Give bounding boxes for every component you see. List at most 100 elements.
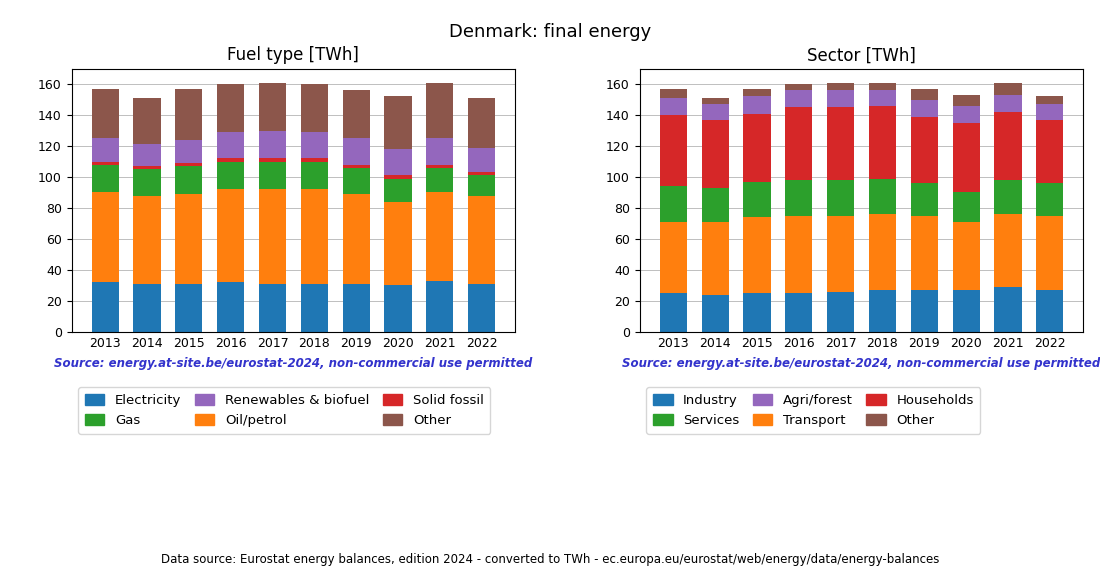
Bar [468,148,495,172]
Bar [384,97,411,149]
Bar [300,161,328,189]
Bar [869,82,896,90]
Bar [258,189,286,284]
Bar [384,176,411,178]
Bar [744,89,771,97]
Bar [468,284,495,332]
Bar [133,196,161,284]
Bar [300,132,328,158]
Bar [133,169,161,196]
Bar [785,180,813,216]
Bar [785,216,813,293]
Bar [426,138,453,165]
Bar [175,194,202,284]
Bar [342,165,370,168]
Bar [133,284,161,332]
Bar [702,104,729,120]
Bar [258,161,286,189]
Bar [175,163,202,166]
Bar [342,284,370,332]
Bar [744,293,771,332]
Bar [1036,104,1064,120]
Bar [426,165,453,168]
Bar [258,82,286,130]
Bar [702,188,729,222]
Bar [468,98,495,148]
Bar [953,222,980,290]
Bar [785,293,813,332]
Bar [953,106,980,123]
Bar [258,130,286,158]
Bar [953,192,980,222]
Text: Denmark: final energy: Denmark: final energy [449,23,651,41]
Bar [91,138,119,161]
Bar [342,90,370,138]
Bar [660,115,688,186]
Bar [827,82,855,90]
Bar [911,183,938,216]
Bar [785,90,813,108]
Bar [744,113,771,182]
Text: Source: energy.at-site.be/eurostat-2024, non-commercial use permitted: Source: energy.at-site.be/eurostat-2024,… [54,358,532,371]
Bar [660,98,688,115]
Bar [994,95,1022,112]
Bar [827,180,855,216]
Bar [384,285,411,332]
Bar [1036,97,1064,104]
Legend: Industry, Services, Agri/forest, Transport, Households, Other: Industry, Services, Agri/forest, Transpo… [646,387,980,434]
Bar [426,281,453,332]
Bar [217,161,244,189]
Bar [744,217,771,293]
Bar [384,149,411,176]
Bar [702,98,729,104]
Bar [384,202,411,285]
Bar [785,108,813,180]
Bar [869,90,896,106]
Text: Data source: Eurostat energy balances, edition 2024 - converted to TWh - ec.euro: Data source: Eurostat energy balances, e… [161,553,939,566]
Bar [953,290,980,332]
Bar [426,82,453,138]
Bar [953,123,980,192]
Bar [911,290,938,332]
Bar [342,194,370,284]
Title: Sector [TWh]: Sector [TWh] [807,46,916,64]
Bar [217,132,244,158]
Bar [702,295,729,332]
Bar [827,108,855,180]
Bar [660,186,688,222]
Bar [1036,216,1064,290]
Bar [702,120,729,188]
Bar [133,145,161,166]
Bar [300,189,328,284]
Bar [827,292,855,332]
Bar [133,166,161,169]
Bar [994,112,1022,180]
Bar [744,182,771,217]
Bar [91,282,119,332]
Bar [994,180,1022,214]
Bar [300,284,328,332]
Bar [1036,183,1064,216]
Bar [384,178,411,202]
Bar [911,100,938,117]
Bar [660,293,688,332]
Bar [91,89,119,138]
Bar [994,214,1022,287]
Bar [300,84,328,132]
Bar [175,166,202,194]
Bar [342,168,370,194]
Bar [827,90,855,108]
Bar [426,192,453,281]
Bar [217,158,244,161]
Bar [869,290,896,332]
Bar [827,216,855,292]
Bar [468,172,495,176]
Legend: Electricity, Gas, Renewables & biofuel, Oil/petrol, Solid fossil, Other: Electricity, Gas, Renewables & biofuel, … [78,387,491,434]
Bar [785,84,813,90]
Bar [911,89,938,100]
Bar [342,138,370,165]
Bar [869,178,896,214]
Bar [217,189,244,282]
Title: Fuel type [TWh]: Fuel type [TWh] [228,46,360,64]
Bar [1036,120,1064,183]
